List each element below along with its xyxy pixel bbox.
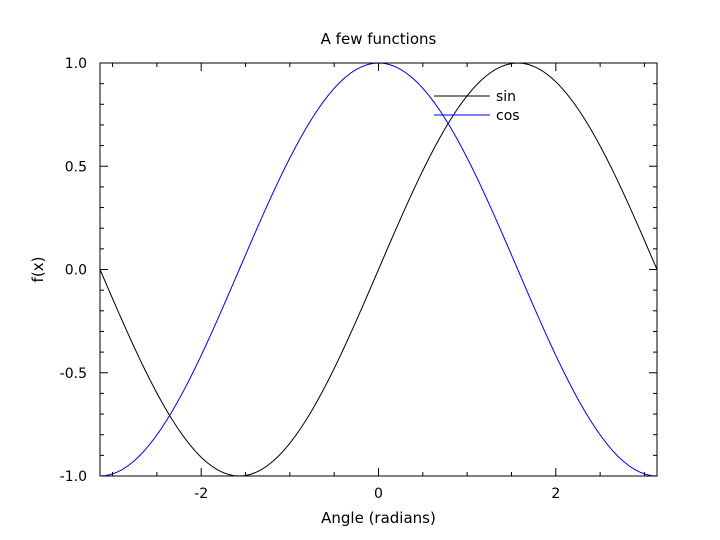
legend-label-cos: cos — [496, 108, 520, 124]
y-tick-label: -0.5 — [60, 366, 87, 382]
x-axis-label: Angle (radians) — [321, 509, 436, 527]
x-tick-label: 2 — [551, 486, 560, 502]
legend-label-sin: sin — [496, 89, 516, 105]
y-tick-label: -1.0 — [60, 469, 87, 485]
chart-title: A few functions — [321, 30, 437, 48]
y-tick-label: 1.0 — [65, 56, 87, 72]
y-tick-label: 0.5 — [65, 159, 87, 175]
y-tick-label: 0.0 — [65, 263, 87, 279]
x-tick-label: -2 — [194, 486, 208, 502]
x-tick-label: 0 — [374, 486, 383, 502]
y-axis-label: f(x) — [29, 257, 47, 283]
